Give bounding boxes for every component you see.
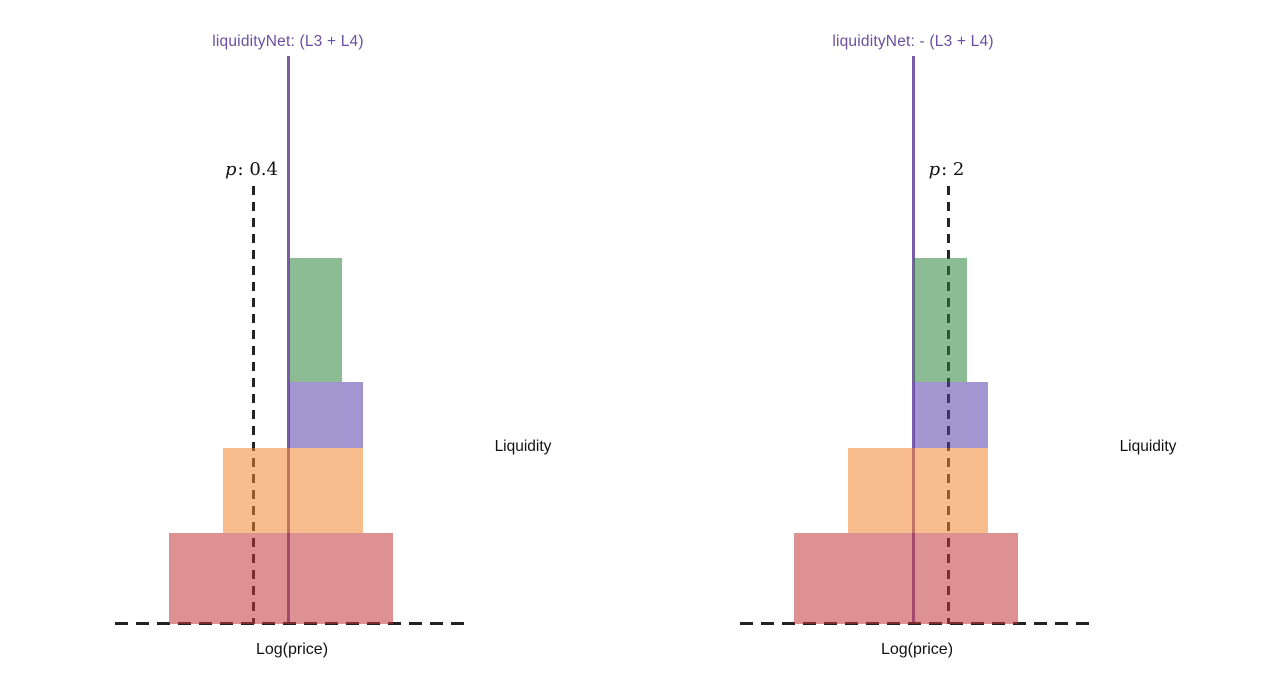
bar-green-l4 [914,258,967,382]
liquidity-net-label: liquidityNet: (L3 + L4) [212,33,364,50]
price-dashed-line [252,186,255,624]
liquidity-net-line [287,56,290,624]
bar-green-l4 [289,258,342,382]
liquidity-panel-left: liquidityNet: (L3 + L4) p: 0.4 Liquidity… [115,33,552,658]
price-label: p: 2 [868,159,1025,180]
y-axis-label: Liquidity [1119,438,1177,455]
y-axis-label: Liquidity [494,438,552,455]
price-label: p: 0.4 [173,159,330,180]
price-value: : 0.4 [237,159,278,180]
price-symbol: p [225,159,237,180]
liquidity-panel-right: liquidityNet: - (L3 + L4) p: 2 Liquidity… [635,0,1270,696]
bar-orange-l2 [223,448,363,533]
x-axis-label: Log(price) [880,641,954,658]
bar-red-l1 [169,533,393,624]
x-axis-label: Log(price) [255,641,329,658]
bar-purple-l3 [289,382,363,448]
bar-purple-l3 [914,382,988,448]
liquidity-net-line [912,56,915,624]
bar-orange-l2 [848,448,988,533]
price-value: : 2 [941,159,965,180]
liquidity-net-label: liquidityNet: - (L3 + L4) [832,33,994,50]
bar-red-l1 [794,533,1018,624]
price-symbol: p [928,159,941,180]
